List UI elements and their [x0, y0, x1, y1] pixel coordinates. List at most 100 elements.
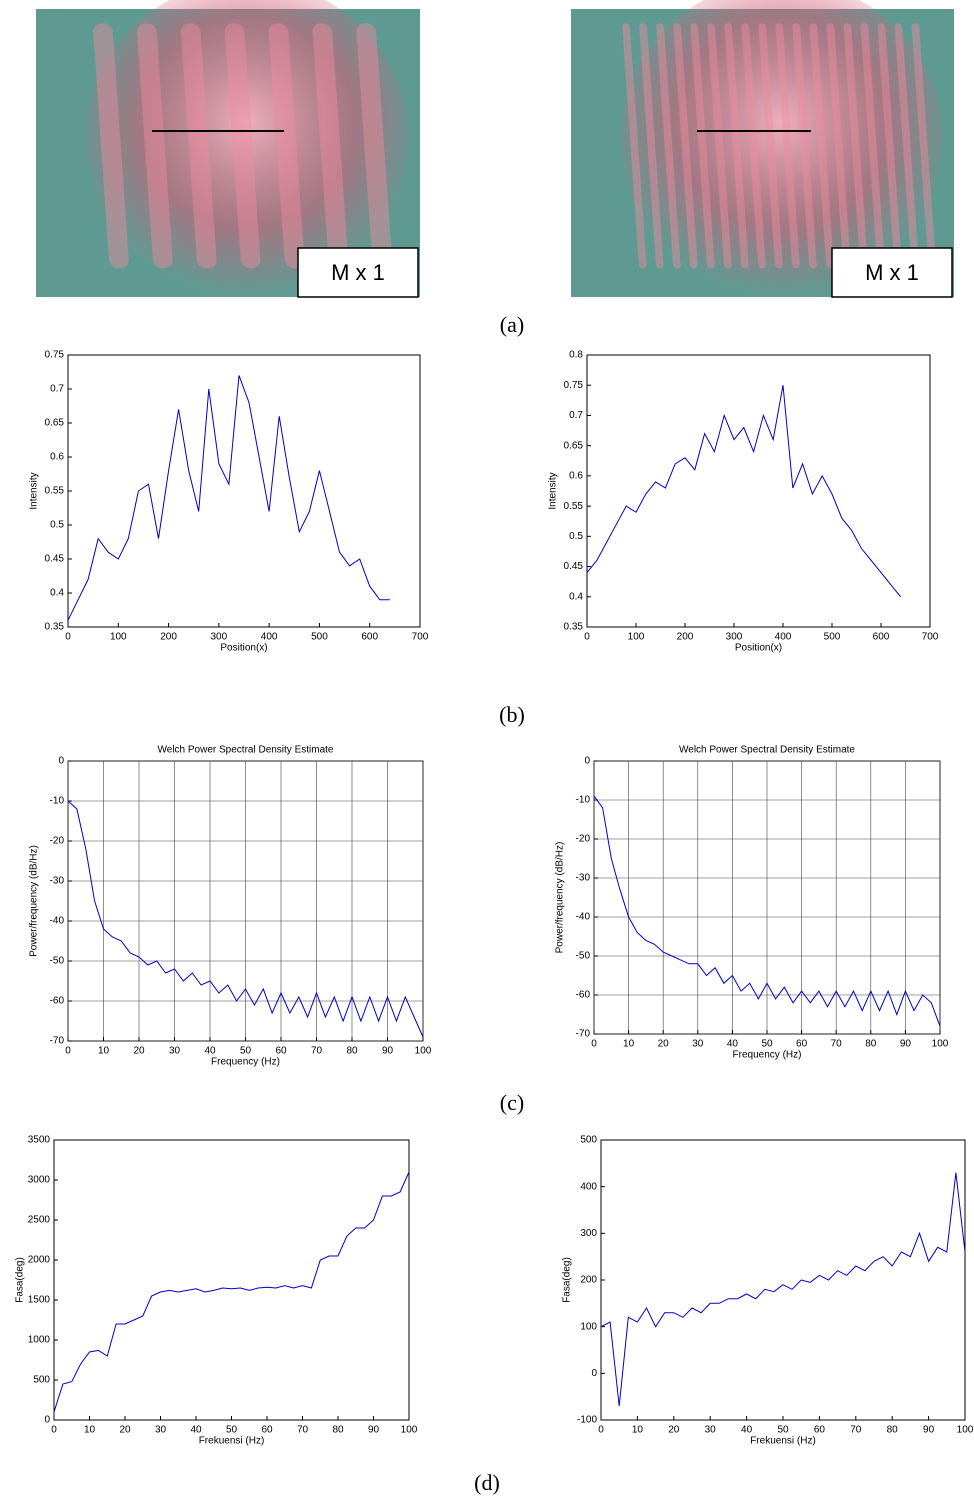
photo-label: M x 1 — [865, 260, 919, 285]
y-tick-label: 400 — [580, 1181, 597, 1192]
y-tick-label: 0.6 — [50, 452, 64, 463]
x-tick-label: 100 — [415, 1046, 432, 1057]
y-tick-label: 0.65 — [564, 440, 584, 451]
x-tick-label: 700 — [412, 632, 429, 643]
x-tick-label: 80 — [887, 1425, 899, 1436]
y-tick-label: 0.4 — [50, 588, 64, 599]
x-tick-label: 100 — [957, 1425, 974, 1436]
x-tick-label: 50 — [777, 1425, 789, 1436]
fringe-stripe — [180, 23, 217, 269]
x-tick-label: 400 — [261, 632, 278, 643]
fringe-stripe — [792, 23, 817, 269]
x-tick-label: 50 — [226, 1425, 238, 1436]
y-tick-label: 100 — [580, 1321, 597, 1332]
x-tick-label: 30 — [692, 1039, 704, 1050]
x-tick-label: 70 — [297, 1425, 309, 1436]
x-tick-label: 700 — [922, 632, 939, 643]
chart-title: Welch Power Spectral Density Estimate — [679, 745, 855, 756]
x-tick-label: 100 — [401, 1425, 418, 1436]
x-tick-label: 60 — [796, 1039, 808, 1050]
x-tick-label: 70 — [311, 1046, 323, 1057]
y-tick-label: -70 — [50, 1036, 65, 1047]
fringe-photo: M x 1 — [36, 0, 420, 298]
y-tick-label: 0.55 — [564, 501, 584, 512]
photo-glow — [85, 0, 409, 297]
x-tick-label: 40 — [741, 1425, 753, 1436]
x-tick-label: 200 — [160, 632, 177, 643]
y-tick-label: 0.35 — [45, 622, 65, 633]
x-axis-label: Position(x) — [735, 643, 782, 654]
y-tick-label: 0 — [584, 756, 590, 767]
data-line — [53, 1171, 410, 1413]
x-tick-label: 30 — [169, 1046, 181, 1057]
plot-area — [586, 354, 931, 628]
caption: (d) — [474, 1470, 500, 1495]
y-tick-label: 500 — [33, 1375, 50, 1386]
y-tick-label: 3500 — [28, 1135, 51, 1146]
y-tick-label: 0.6 — [569, 471, 583, 482]
y-tick-label: -10 — [50, 796, 65, 807]
y-tick-label: 0 — [44, 1415, 50, 1426]
y-tick-label: 0.35 — [564, 622, 584, 633]
fringe-photo: M x 1 — [571, 0, 954, 298]
data-line — [593, 795, 941, 1027]
x-tick-label: 50 — [761, 1039, 773, 1050]
y-axis-label: Power/frequency (dB/Hz) — [29, 845, 40, 957]
fringe-stripe — [877, 23, 902, 269]
fringe-stripe — [758, 23, 783, 269]
y-tick-label: -20 — [576, 834, 591, 845]
photo-glow — [620, 0, 943, 297]
y-tick-label: 0.5 — [569, 531, 583, 542]
fringe-stripe — [268, 23, 305, 269]
y-tick-label: 2000 — [28, 1255, 51, 1266]
x-tick-label: 90 — [923, 1425, 935, 1436]
data-line — [586, 385, 901, 598]
x-tick-label: 100 — [628, 632, 645, 643]
y-axis-label: Power/frequency (dB/Hz) — [555, 842, 566, 954]
x-axis-label: Frequency (Hz) — [211, 1057, 280, 1068]
label-box — [297, 247, 419, 298]
y-tick-label: -70 — [576, 1029, 591, 1040]
x-tick-label: 0 — [51, 1425, 57, 1436]
y-tick-label: -100 — [577, 1415, 597, 1426]
x-tick-label: 40 — [190, 1425, 202, 1436]
chart: -70 -60 -50 -40 -30 -20 -10 0 0 10 20 30 40 50 60 70 80 9… — [29, 745, 432, 1068]
x-axis-label: Frequency (Hz) — [733, 1050, 802, 1061]
y-tick-label: 3000 — [28, 1175, 51, 1186]
x-tick-label: 60 — [814, 1425, 826, 1436]
y-tick-label: 500 — [580, 1135, 597, 1146]
x-tick-label: 10 — [632, 1425, 644, 1436]
y-tick-label: 0.75 — [45, 350, 65, 361]
y-tick-label: 0.5 — [50, 520, 64, 531]
x-tick-label: 100 — [110, 632, 127, 643]
x-axis-label: Position(x) — [220, 643, 267, 654]
data-line — [67, 800, 424, 1038]
x-tick-label: 0 — [65, 1046, 71, 1057]
x-tick-label: 60 — [275, 1046, 287, 1057]
fringe-stripe — [707, 23, 732, 269]
chart: 0.35 0.4 0.45 0.5 0.55 0.6 0.65 0.7 0.75 0 100 200 3… — [29, 350, 429, 654]
y-tick-label: 0.4 — [569, 591, 583, 602]
x-tick-label: 80 — [346, 1046, 358, 1057]
fringe-stripe — [690, 23, 715, 269]
fringe-stripe — [826, 23, 851, 269]
y-tick-label: 0.45 — [564, 561, 584, 572]
y-tick-label: 0.7 — [50, 384, 64, 395]
x-tick-label: 70 — [831, 1039, 843, 1050]
y-tick-label: 1000 — [28, 1335, 51, 1346]
x-tick-label: 200 — [677, 632, 694, 643]
fringe-stripe — [136, 23, 173, 269]
fringe-stripe — [741, 23, 766, 269]
fringe-stripe — [860, 23, 885, 269]
y-tick-label: 2500 — [28, 1215, 51, 1226]
x-tick-label: 0 — [65, 632, 71, 643]
x-tick-label: 600 — [361, 632, 378, 643]
y-tick-label: -60 — [576, 990, 591, 1001]
y-axis-label: Fasa(deg) — [15, 1257, 26, 1303]
fringe-stripe — [312, 23, 349, 269]
x-tick-label: 0 — [584, 632, 590, 643]
x-tick-label: 10 — [98, 1046, 110, 1057]
y-tick-label: 0 — [591, 1368, 597, 1379]
